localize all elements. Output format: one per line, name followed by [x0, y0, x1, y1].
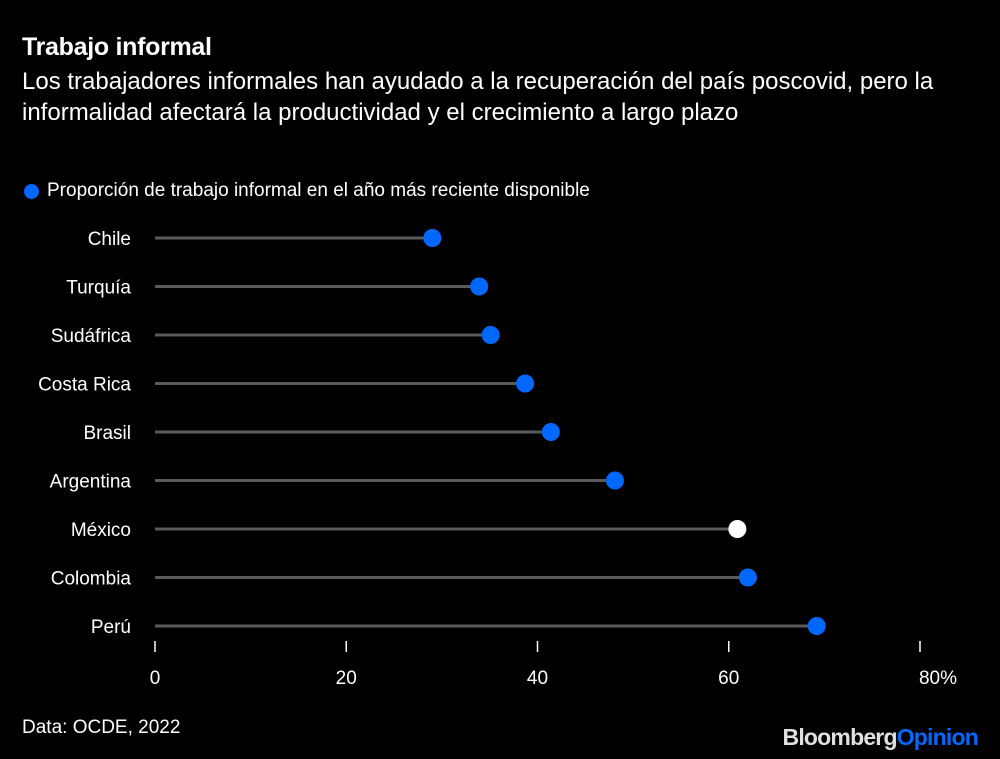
data-point — [423, 229, 442, 247]
legend: Proporción de trabajo informal en el año… — [24, 180, 590, 202]
data-point — [728, 520, 747, 538]
category-label: Perú — [91, 617, 131, 638]
x-tick-label: 60 — [718, 668, 739, 689]
category-label: Colombia — [51, 569, 132, 590]
chart-subtitle: Los trabajadores informales han ayudado … — [22, 68, 934, 126]
category-label: Chile — [88, 229, 131, 250]
data-point — [470, 277, 489, 296]
category-label: Brasil — [83, 423, 131, 444]
x-tick-label: 0 — [150, 668, 161, 689]
data-point — [605, 471, 624, 490]
data-point — [516, 374, 535, 393]
category-label: México — [71, 520, 131, 541]
category-label: Turquía — [66, 278, 131, 299]
data-point — [481, 326, 500, 344]
chart-title: Trabajo informal — [22, 33, 212, 61]
x-tick-label: 20 — [336, 668, 357, 689]
data-point — [541, 423, 560, 441]
x-tick-label: 40 — [527, 668, 548, 689]
legend-dot-icon — [24, 183, 39, 199]
bloomberg-opinion-logo: BloombergOpinion — [782, 724, 979, 750]
category-label: Sudáfrica — [51, 326, 132, 347]
x-tick-label: 80% — [919, 668, 957, 689]
data-point — [807, 617, 826, 635]
legend-label: Proporción de trabajo informal en el año… — [47, 180, 590, 201]
data-point — [738, 568, 757, 587]
category-label: Costa Rica — [38, 375, 131, 396]
category-label: Argentina — [50, 472, 132, 493]
source-note: Data: OCDE, 2022 — [22, 717, 181, 738]
